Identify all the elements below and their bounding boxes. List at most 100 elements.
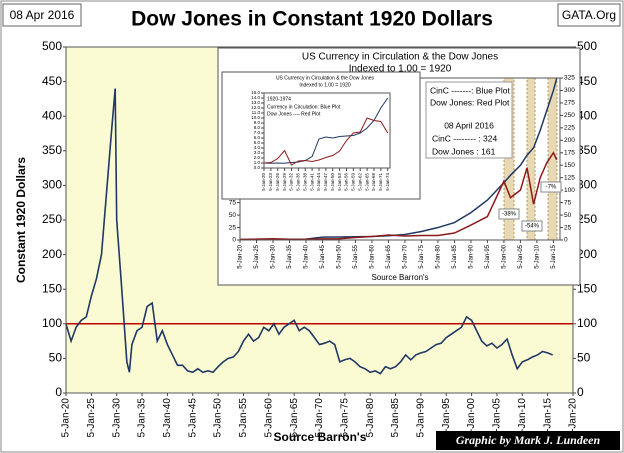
x-tick-label: 5-Jan-55: [238, 398, 249, 438]
y-tick-label: 3.0: [254, 150, 261, 155]
x-tick-label: 5-Jan-40: [162, 398, 173, 438]
x-tick-label: 5-Jan-00: [466, 398, 477, 438]
x-tick-label: 5-Jan-95: [485, 244, 491, 268]
y2-tick-label: 275: [564, 100, 575, 107]
x-tick-label: 5-Jan-68: [371, 173, 376, 191]
site: GATA.Org: [562, 8, 616, 22]
y2-tick-label: 150: [577, 281, 597, 295]
x-tick-label: 5-Jan-65: [386, 244, 392, 268]
x-tick-label: 5-Jan-35: [137, 398, 148, 438]
x-tick-label: 5-Jan-50: [330, 173, 335, 191]
x-tick-label: 5-Jan-35: [296, 173, 301, 191]
x-tick-label: 5-Jan-10: [534, 244, 540, 268]
x-tick-label: 5-Jan-32: [289, 173, 294, 191]
y2-tick-label: 200: [577, 247, 597, 261]
x-tick-label: 5-Jan-56: [344, 173, 349, 191]
inset-title: US Currency in Circulation & the Dow Jon…: [302, 52, 498, 63]
x-tick-label: 5-Jan-38: [302, 173, 307, 191]
y2-tick-label: 50: [577, 351, 591, 365]
annotation: Dow Jones: Red Plot: [430, 97, 510, 107]
y-tick-label: 12.0: [251, 105, 260, 110]
y-tick-label: 300: [42, 178, 62, 192]
y2-tick-label: 350: [577, 143, 597, 157]
data-line: [263, 97, 389, 164]
x-tick-label: 5-Jan-95: [441, 398, 452, 438]
x-tick-label: 5-Jan-00: [501, 244, 507, 268]
site-box: [557, 3, 621, 27]
x-tick-label: 5-Jan-05: [492, 398, 503, 438]
credit: Graphic by Mark J. Lundeen: [456, 433, 601, 447]
annotation: CinC -------: Blue Plot: [430, 85, 510, 95]
y2-tick-label: 50: [564, 212, 572, 219]
x-tick-label: 5-Jan-62: [357, 173, 362, 191]
x-tick-label: 5-Jan-50: [337, 244, 343, 268]
x-tick-label: 5-Jan-70: [314, 398, 325, 438]
annotation: CinC -------- : 324: [432, 133, 497, 143]
y-tick-label: 5.0: [254, 140, 261, 145]
y-tick-label: 500: [42, 39, 62, 53]
x-tick-label: 5-Jan-15: [551, 244, 557, 268]
y2-tick-label: 400: [577, 108, 597, 122]
inset-x-label: Source Barron's: [371, 273, 428, 282]
y-tick-label: 0.0: [254, 165, 261, 170]
plot-area: [264, 93, 390, 168]
x-tick-label: 5-Jan-35: [287, 244, 293, 268]
y2-tick-label: 100: [564, 187, 575, 194]
y-tick-label: 10.0: [251, 115, 260, 120]
x-tick-label: 5-Jan-80: [365, 398, 376, 438]
x-tick-label: 5-Jan-29: [282, 173, 287, 191]
plot-border: [263, 92, 391, 169]
x-tick-label: 5-Jan-85: [390, 398, 401, 438]
nested-annotation: Currency in Circulation: Blue Plot: [267, 104, 341, 110]
annotation: -7%: [546, 185, 557, 191]
y2-tick-label: 450: [577, 74, 597, 88]
x-tick-label: 5-Jan-20: [61, 398, 72, 438]
y-tick-label: 0: [55, 385, 62, 399]
nested-title: US Currency in Circulation & the Dow Jon…: [276, 75, 375, 81]
x-tick-label: 5-Jan-50: [213, 398, 224, 438]
nested-annotation: 1920-1974: [267, 96, 291, 102]
y-tick-label: 7.0: [254, 130, 261, 135]
y2-tick-label: 250: [577, 212, 597, 226]
x-tick-label: 5-Jan-20: [261, 173, 266, 191]
data-line: [263, 117, 389, 166]
y2-tick-label: 0: [577, 385, 584, 399]
x-tick-label: 5-Jan-75: [339, 398, 350, 438]
x-tick-label: 5-Jan-40: [304, 244, 310, 268]
x-axis-label: Source Barron's: [274, 430, 367, 444]
x-tick-label: 5-Jan-10: [517, 398, 528, 438]
y-tick-label: 11.0: [252, 110, 261, 115]
x-tick-label: 5-Jan-41: [309, 173, 314, 191]
y-axis-label: Constant 1920 Dollars: [14, 157, 28, 283]
y2-tick-label: 75: [564, 199, 572, 206]
x-tick-label: 5-Jan-85: [452, 244, 458, 268]
x-tick-label: 5-Jan-71: [378, 173, 383, 191]
y2-tick-label: 225: [564, 125, 575, 132]
y-tick-label: 50: [49, 351, 63, 365]
x-tick-label: 5-Jan-15: [542, 398, 553, 438]
x-tick-label: 5-Jan-26: [275, 173, 280, 191]
y-tick-label: 2.0: [254, 155, 261, 160]
y-tick-label: 13.0: [251, 100, 260, 105]
x-tick-label: 5-Jan-44: [316, 173, 321, 191]
x-tick-label: 5-Jan-30: [271, 244, 277, 268]
nested-subtitle: Indexed to 1.00 = 1920: [299, 82, 351, 88]
x-tick-label: 5-Jan-25: [254, 244, 260, 268]
annotation-box: [521, 220, 543, 232]
x-tick-label: 5-Jan-47: [323, 173, 328, 191]
x-tick-label: 5-Jan-90: [469, 244, 475, 268]
x-tick-label: 5-Jan-70: [403, 244, 409, 268]
y-tick-label: 350: [42, 143, 62, 157]
y-tick-label: 400: [42, 108, 62, 122]
y-tick-label: 1.0: [254, 160, 261, 165]
x-tick-label: 5-Jan-53: [337, 173, 342, 191]
y2-tick-label: 300: [577, 178, 597, 192]
x-tick-label: 5-Jan-20: [238, 244, 244, 268]
y2-tick-label: 250: [564, 112, 575, 119]
y-tick-label: 15.0: [251, 90, 260, 95]
x-tick-label: 5-Jan-80: [436, 244, 442, 268]
y2-tick-label: 200: [564, 137, 575, 144]
y-tick-label: 450: [42, 74, 62, 88]
chart-title: Dow Jones in Constant 1920 Dollars: [131, 8, 493, 31]
y-tick-label: 8.0: [254, 125, 261, 130]
